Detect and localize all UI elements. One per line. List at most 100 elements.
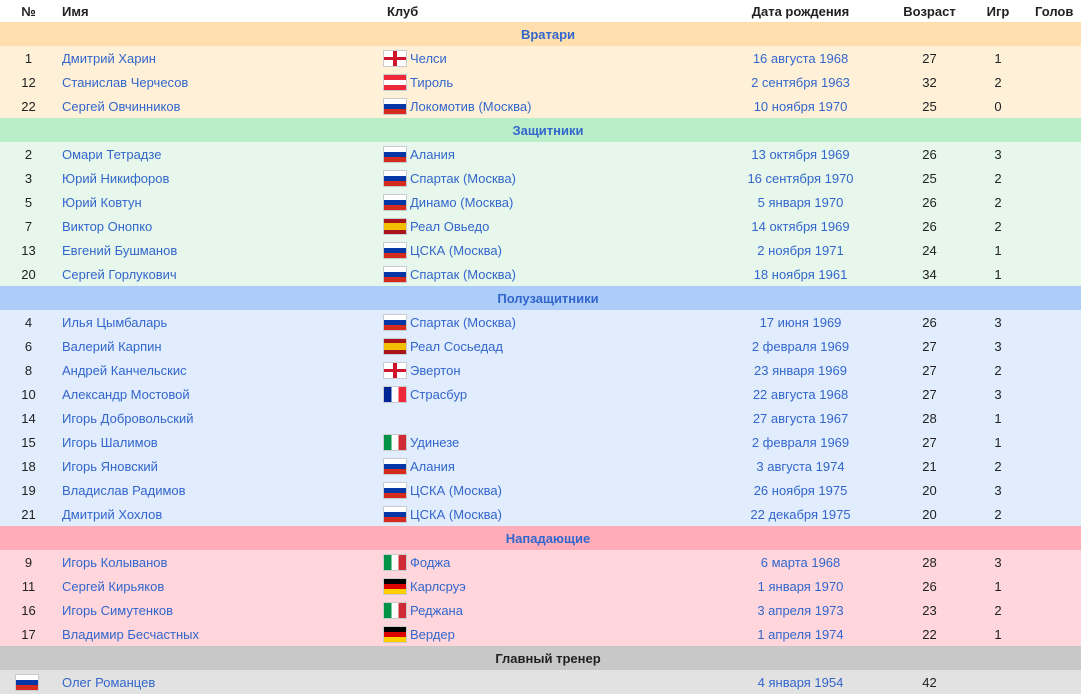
coach-flag-cell xyxy=(0,670,57,694)
club-link[interactable]: ЦСКА (Москва) xyxy=(410,242,502,258)
birth-date-link[interactable]: 22 августа 1968 xyxy=(752,386,849,402)
player-row: 16 Игорь Симутенков Реджана 3 апреля 1973 23… xyxy=(0,598,1081,622)
player-name-link[interactable]: Дмитрий Харин xyxy=(62,50,156,66)
header-name[interactable]: Имя xyxy=(57,0,382,22)
birth-date-link[interactable]: 22 декабря 1975 xyxy=(750,506,851,522)
club-link[interactable]: Фоджа xyxy=(410,554,451,570)
player-name-link[interactable]: Омари Тетрадзе xyxy=(62,146,162,162)
player-row: 12 Станислав Черчесов Тироль 2 сентября 196… xyxy=(0,70,1081,94)
player-row: 2 Омари Тетрадзе Алания 13 октября 1969 2631 xyxy=(0,142,1081,166)
player-name-link[interactable]: Игорь Шалимов xyxy=(62,434,158,450)
player-name-link[interactable]: Владислав Радимов xyxy=(62,482,186,498)
club-link[interactable]: Алания xyxy=(410,458,455,474)
player-name-link[interactable]: Сергей Горлукович xyxy=(62,266,177,282)
player-number: 20 xyxy=(0,262,57,286)
birth-date-link[interactable]: 1 апреля 1974 xyxy=(757,626,844,642)
birth-date-link[interactable]: 23 января 1969 xyxy=(754,362,847,378)
player-name-link[interactable]: Игорь Добровольский xyxy=(62,410,194,426)
club-link[interactable]: ЦСКА (Москва) xyxy=(410,506,502,522)
birth-date-link[interactable]: 2 сентября 1963 xyxy=(751,74,850,90)
birth-date-link[interactable]: 13 октября 1969 xyxy=(751,146,850,162)
club-link[interactable]: Локомотив (Москва) xyxy=(410,98,532,114)
birth-date-link[interactable]: 2 февраля 1969 xyxy=(751,338,850,354)
header-birth[interactable]: Дата рождения xyxy=(714,0,887,22)
club-link[interactable]: Вердер xyxy=(410,626,455,642)
player-name-link[interactable]: Александр Мостовой xyxy=(62,386,190,402)
player-age: 26 xyxy=(887,190,972,214)
club-link[interactable]: ЦСКА (Москва) xyxy=(410,482,502,498)
player-name-link[interactable]: Юрий Ковтун xyxy=(62,194,142,210)
ger-flag-icon xyxy=(384,578,406,594)
birth-date-link[interactable]: 10 ноября 1970 xyxy=(753,98,848,114)
birth-date-link[interactable]: 3 апреля 1973 xyxy=(757,602,844,618)
header-num[interactable]: № xyxy=(0,0,57,22)
section-title-fw[interactable]: Нападающие xyxy=(505,530,591,546)
header-games[interactable]: Игр xyxy=(972,0,1024,22)
header-club[interactable]: Клуб xyxy=(382,0,714,22)
club-link[interactable]: Алания xyxy=(410,146,455,162)
player-name-cell: Сергей Горлукович xyxy=(57,262,382,286)
coach-row: Олег Романцев 4 января 1954 42 xyxy=(0,670,1081,694)
birth-date-link[interactable]: 16 сентября 1970 xyxy=(747,170,854,186)
club-link[interactable]: Челси xyxy=(410,50,447,66)
player-name-link[interactable]: Сергей Овчинников xyxy=(62,98,181,114)
player-name-link[interactable]: Юрий Никифоров xyxy=(62,170,170,186)
club-link[interactable]: Тироль xyxy=(410,74,454,90)
player-name-link[interactable]: Игорь Яновский xyxy=(62,458,158,474)
player-name-link[interactable]: Евгений Бушманов xyxy=(62,242,178,258)
player-name-link[interactable]: Игорь Колыванов xyxy=(62,554,168,570)
player-name-link[interactable]: Владимир Бесчастных xyxy=(62,626,199,642)
birth-date-link[interactable]: 27 августа 1967 xyxy=(752,410,849,426)
player-games: 0 xyxy=(972,94,1024,118)
player-name-link[interactable]: Станислав Черчесов xyxy=(62,74,189,90)
header-age[interactable]: Возраст xyxy=(887,0,972,22)
birth-date-link[interactable]: 16 августа 1968 xyxy=(752,50,849,66)
club-link[interactable]: Эвертон xyxy=(410,362,461,378)
player-name-link[interactable]: Игорь Симутенков xyxy=(62,602,174,618)
birth-date-link[interactable]: 5 января 1970 xyxy=(757,194,844,210)
club-link[interactable]: Реджана xyxy=(410,602,463,618)
player-goals: -3 xyxy=(1024,46,1081,70)
player-number: 19 xyxy=(0,478,57,502)
section-title-mf[interactable]: Полузащитники xyxy=(497,290,599,306)
player-name-link[interactable]: Валерий Карпин xyxy=(62,338,162,354)
player-name-link[interactable]: Виктор Онопко xyxy=(62,218,153,234)
player-games: 1 xyxy=(972,406,1024,430)
player-name-link[interactable]: Сергей Кирьяков xyxy=(62,578,165,594)
player-name-cell: Евгений Бушманов xyxy=(57,238,382,262)
birth-date-link[interactable]: 2 ноября 1971 xyxy=(757,242,844,258)
player-row: 19 Владислав Радимов ЦСКА (Москва) 26 ноябр… xyxy=(0,478,1081,502)
club-link[interactable]: Карлсруэ xyxy=(410,578,466,594)
birth-date-link[interactable]: 2 февраля 1969 xyxy=(751,434,850,450)
section-title-df[interactable]: Защитники xyxy=(512,122,584,138)
player-games: 2 xyxy=(972,190,1024,214)
club-link[interactable]: Страсбур xyxy=(410,386,468,402)
birth-date-cell: 23 января 1969 xyxy=(714,358,887,382)
player-name-cell: Игорь Яновский xyxy=(57,454,382,478)
player-name-link[interactable]: Дмитрий Хохлов xyxy=(62,506,163,522)
player-name-link[interactable]: Илья Цымбаларь xyxy=(62,314,168,330)
club-link[interactable]: Реал Овьедо xyxy=(410,218,490,234)
birth-date-link[interactable]: 18 ноября 1961 xyxy=(753,266,848,282)
birth-date-link[interactable]: 6 марта 1968 xyxy=(760,554,841,570)
club-link[interactable]: Динамо (Москва) xyxy=(410,194,514,210)
player-name-link[interactable]: Андрей Канчельскис xyxy=(62,362,187,378)
birth-date-link[interactable]: 14 октября 1969 xyxy=(751,218,850,234)
birth-date-link[interactable]: 1 января 1970 xyxy=(757,578,844,594)
section-title-gk[interactable]: Вратари xyxy=(520,26,576,42)
birth-date-link[interactable]: 3 августа 1974 xyxy=(756,458,845,474)
birth-date-link[interactable]: 26 ноября 1975 xyxy=(753,482,848,498)
player-number: 11 xyxy=(0,574,57,598)
header-goals[interactable]: Голов xyxy=(1024,0,1081,22)
club-link[interactable]: Удинезе xyxy=(410,434,460,450)
eng-flag-icon xyxy=(384,362,406,378)
player-games: 2 xyxy=(972,502,1024,526)
club-link[interactable]: Реал Сосьедад xyxy=(410,338,503,354)
birth-date-link[interactable]: 17 июня 1969 xyxy=(759,314,842,330)
club-link[interactable]: Спартак (Москва) xyxy=(410,170,516,186)
player-club-cell: ЦСКА (Москва) xyxy=(382,502,714,526)
club-link[interactable]: Спартак (Москва) xyxy=(410,314,516,330)
coach-name-link[interactable]: Олег Романцев xyxy=(62,674,156,690)
club-link[interactable]: Спартак (Москва) xyxy=(410,266,516,282)
coach-birth-link[interactable]: 4 января 1954 xyxy=(757,674,844,690)
